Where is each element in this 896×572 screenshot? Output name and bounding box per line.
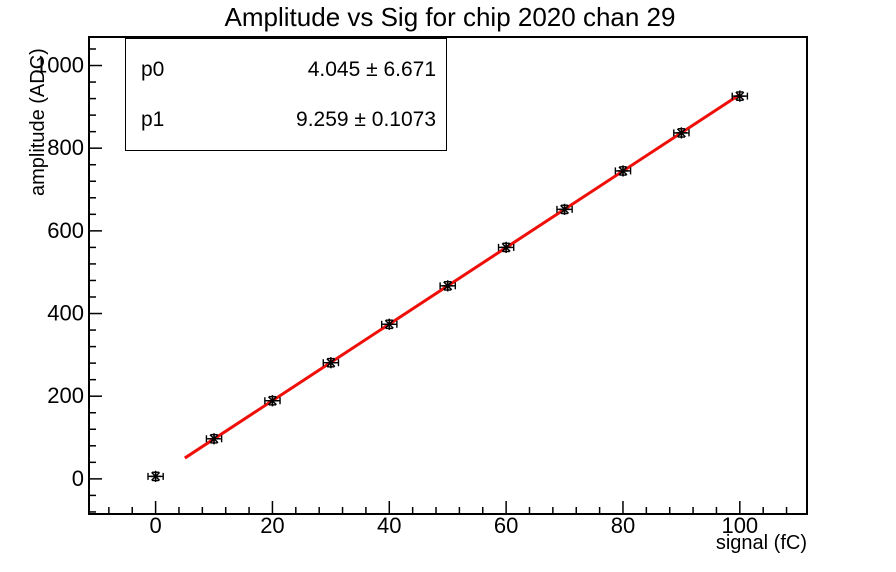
data-point	[614, 165, 632, 177]
data-point	[497, 241, 515, 253]
asterisk-marker	[560, 204, 570, 214]
stat-row-p1: p1 9.259 ± 0.1073	[141, 109, 436, 130]
y-axis-title: amplitude (ADC)	[27, 48, 49, 196]
y-tick-label: 200	[47, 383, 84, 408]
asterisk-marker	[676, 128, 686, 138]
fit-parameter-value: 9.259 ± 0.1073	[296, 107, 436, 131]
data-point	[731, 90, 749, 102]
fit-stats-box: p0 4.045 ± 6.671 p1 9.259 ± 0.1073	[125, 38, 447, 151]
asterisk-marker	[326, 358, 336, 368]
plot-frame	[88, 36, 808, 515]
data-point	[380, 318, 398, 330]
x-tick-label: 80	[611, 513, 635, 538]
x-tick-label: 0	[149, 513, 161, 538]
data-point	[264, 395, 281, 407]
asterisk-marker	[151, 471, 161, 481]
fit-parameter-label: p1	[141, 107, 165, 131]
y-tick-label: 1000	[35, 53, 84, 78]
data-point	[673, 127, 690, 139]
asterisk-marker	[384, 319, 394, 329]
fit-parameter-label: p0	[141, 58, 165, 82]
data-point	[439, 280, 457, 292]
x-tick-label: 40	[377, 513, 401, 538]
data-point	[205, 433, 223, 445]
x-axis-title: signal (fC)	[716, 532, 807, 554]
stat-row-p0: p0 4.045 ± 6.671	[141, 59, 436, 80]
data-point	[147, 470, 164, 482]
y-tick-label: 400	[47, 301, 84, 326]
asterisk-marker	[267, 396, 277, 406]
chart-title: Amplitude vs Sig for chip 2020 chan 29	[224, 2, 676, 32]
x-tick-label: 60	[494, 513, 518, 538]
y-tick-label: 0	[72, 466, 84, 491]
data-point	[556, 203, 573, 215]
asterisk-marker	[618, 166, 628, 176]
y-tick-label: 800	[47, 135, 84, 160]
data-point	[322, 357, 340, 369]
x-tick-label: 100	[721, 513, 758, 538]
fit-parameter-value: 4.045 ± 6.671	[307, 58, 436, 82]
asterisk-marker	[209, 434, 219, 444]
asterisk-marker	[501, 242, 511, 252]
asterisk-marker	[443, 281, 453, 291]
asterisk-marker	[735, 91, 745, 101]
y-tick-label: 600	[47, 218, 84, 243]
x-tick-label: 20	[260, 513, 284, 538]
fit-line	[183, 93, 741, 460]
